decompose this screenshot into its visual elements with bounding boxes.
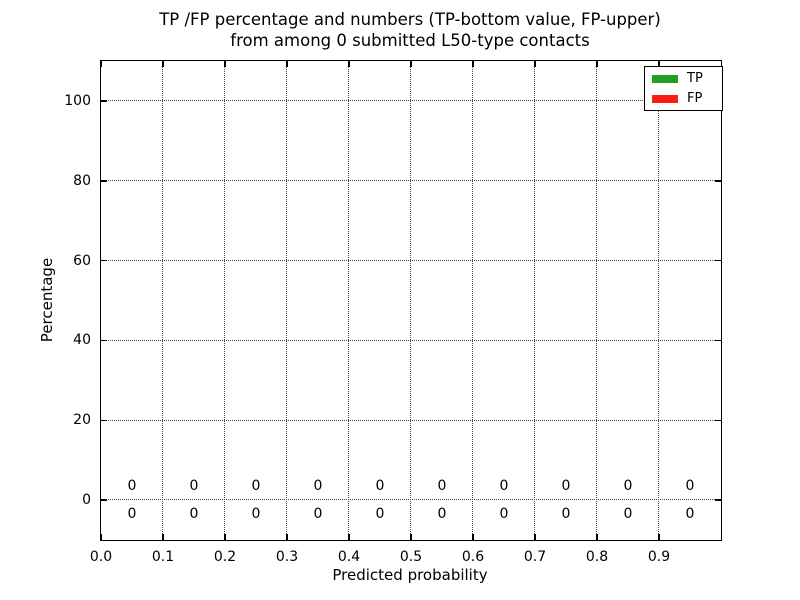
- x-tick-mark-bottom: [658, 534, 660, 540]
- x-tick-mark-bottom: [410, 534, 412, 540]
- vertical-gridline: [534, 61, 536, 540]
- x-tick-mark-bottom: [286, 534, 288, 540]
- y-tick-mark-left: [101, 180, 107, 182]
- y-tick-mark-right: [715, 339, 721, 342]
- fp-count-annotation: 0: [189, 478, 199, 495]
- fp-count-annotation: 0: [251, 478, 261, 495]
- legend-label-tp: TP: [687, 71, 703, 86]
- chart-title: TP /FP percentage and numbers (TP-bottom…: [100, 9, 720, 51]
- tp-count-annotation: 0: [685, 506, 695, 523]
- y-tick-mark-right: [715, 419, 721, 421]
- x-tick-mark-top: [534, 61, 536, 67]
- fp-count-annotation: 0: [561, 478, 571, 495]
- fp-count-annotation: 0: [499, 478, 509, 495]
- x-tick-mark-bottom: [348, 534, 350, 540]
- chart-title-line2: from among 0 submitted L50-type contacts: [230, 31, 590, 50]
- y-tick-label: 0: [82, 492, 91, 509]
- x-tick-label: 0.1: [151, 549, 175, 565]
- x-tick-label: 0.5: [399, 549, 423, 565]
- x-tick-mark-bottom: [472, 534, 474, 540]
- legend-item-fp: FP: [652, 92, 715, 105]
- x-tick-mark-top: [348, 61, 350, 67]
- tp-count-annotation: 0: [623, 506, 633, 523]
- y-tick-mark-right: [715, 499, 721, 501]
- x-tick-mark-top: [100, 61, 102, 67]
- fp-count-annotation: 0: [685, 478, 695, 495]
- fp-count-annotation: 0: [127, 478, 137, 495]
- y-tick-label: 60: [73, 252, 91, 269]
- tp-count-annotation: 0: [561, 506, 571, 523]
- x-tick-label: 0.6: [461, 549, 485, 565]
- x-tick-mark-top: [162, 61, 164, 67]
- vertical-gridline: [658, 61, 660, 540]
- fp-count-annotation: 0: [437, 478, 447, 495]
- x-tick-label: 0.0: [89, 549, 113, 565]
- y-tick-label: 100: [64, 92, 91, 109]
- vertical-gridline: [224, 61, 226, 540]
- x-tick-mark-bottom: [596, 534, 598, 540]
- y-tick-mark-right: [715, 180, 721, 182]
- y-tick-mark-left: [101, 259, 107, 262]
- x-tick-label: 0.3: [275, 549, 299, 565]
- vertical-gridline: [286, 61, 288, 540]
- x-axis-label: Predicted probability: [332, 566, 488, 584]
- tp-count-annotation: 0: [437, 506, 447, 523]
- fp-count-annotation: 0: [375, 478, 385, 495]
- legend: TP FP: [644, 66, 723, 111]
- x-tick-mark-bottom: [100, 534, 102, 540]
- x-tick-mark-bottom: [224, 534, 226, 540]
- x-tick-mark-top: [472, 61, 474, 67]
- x-tick-mark-bottom: [162, 534, 164, 540]
- vertical-gridline: [162, 61, 164, 540]
- legend-label-fp: FP: [687, 91, 703, 106]
- vertical-gridline: [348, 61, 350, 540]
- y-tick-label: 40: [73, 332, 91, 349]
- tp-count-annotation: 0: [251, 506, 261, 523]
- x-tick-mark-top: [658, 61, 660, 67]
- x-tick-label: 0.7: [523, 549, 547, 565]
- fp-count-annotation: 0: [313, 478, 323, 495]
- legend-swatch-tp: [652, 74, 678, 83]
- vertical-gridline: [472, 61, 474, 540]
- x-tick-mark-top: [286, 61, 288, 67]
- x-tick-label: 0.4: [337, 549, 361, 565]
- legend-item-tp: TP: [652, 72, 715, 85]
- x-tick-mark-top: [596, 61, 598, 67]
- y-tick-mark-left: [101, 339, 107, 342]
- x-tick-label: 0.2: [213, 549, 237, 565]
- tp-count-annotation: 0: [499, 506, 509, 523]
- x-tick-mark-top: [224, 61, 226, 67]
- vertical-gridline: [596, 61, 598, 540]
- x-tick-mark-top: [410, 61, 412, 67]
- tp-count-annotation: 0: [189, 506, 199, 523]
- x-tick-mark-bottom: [534, 534, 536, 540]
- tp-count-annotation: 0: [313, 506, 323, 523]
- x-tick-label: 0.8: [585, 549, 609, 565]
- y-axis-label: Percentage: [38, 257, 56, 343]
- y-tick-mark-right: [715, 259, 721, 262]
- y-tick-label: 80: [73, 172, 91, 189]
- y-tick-mark-left: [101, 419, 107, 421]
- tp-count-annotation: 0: [127, 506, 137, 523]
- chart-title-line1: TP /FP percentage and numbers (TP-bottom…: [159, 10, 661, 29]
- y-tick-mark-left: [101, 499, 107, 501]
- legend-swatch-fp: [652, 94, 678, 103]
- tp-count-annotation: 0: [375, 506, 385, 523]
- vertical-gridline: [410, 61, 412, 540]
- fp-count-annotation: 0: [623, 478, 633, 495]
- y-tick-label: 20: [73, 412, 91, 429]
- x-tick-label: 0.9: [647, 549, 671, 565]
- y-tick-mark-left: [101, 100, 107, 102]
- plot-area: TP FP 0 20 40 60 80 100 0.0 0.1 0.2 0.3 0.4 0.5 0.6 0.…: [64, 60, 723, 565]
